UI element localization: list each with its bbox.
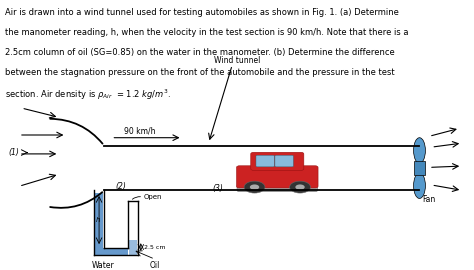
FancyBboxPatch shape bbox=[237, 166, 318, 188]
Bar bbox=[129, 240, 137, 255]
Text: Open: Open bbox=[143, 194, 162, 200]
Bar bbox=[414, 161, 425, 175]
FancyBboxPatch shape bbox=[256, 155, 274, 167]
Text: Oil: Oil bbox=[150, 261, 160, 269]
Text: Wind tunnel: Wind tunnel bbox=[214, 56, 260, 65]
Text: (2): (2) bbox=[116, 182, 126, 191]
Text: section. Air density is $\rho_{Air}$  = 1.2 $kg/m^3$.: section. Air density is $\rho_{Air}$ = 1… bbox=[5, 88, 171, 102]
Text: Fan: Fan bbox=[422, 195, 436, 204]
Text: 90 km/h: 90 km/h bbox=[124, 126, 155, 136]
Ellipse shape bbox=[413, 138, 426, 163]
Bar bbox=[95, 193, 103, 255]
Circle shape bbox=[250, 184, 259, 190]
Text: (1): (1) bbox=[9, 148, 19, 157]
Text: the manometer reading, h, when the velocity in the test section is 90 km/h. Note: the manometer reading, h, when the veloc… bbox=[5, 28, 408, 37]
Bar bbox=[94, 248, 128, 255]
Circle shape bbox=[290, 181, 310, 193]
Text: 2.5 cm: 2.5 cm bbox=[144, 245, 165, 250]
Text: Water: Water bbox=[91, 261, 114, 269]
FancyBboxPatch shape bbox=[275, 155, 293, 167]
Text: between the stagnation pressure on the front of the automobile and the pressure : between the stagnation pressure on the f… bbox=[5, 68, 394, 77]
Text: h: h bbox=[96, 217, 100, 223]
FancyBboxPatch shape bbox=[251, 152, 304, 170]
Ellipse shape bbox=[413, 173, 426, 198]
Circle shape bbox=[295, 184, 305, 190]
Text: Air is drawn into a wind tunnel used for testing automobiles as shown in Fig. 1.: Air is drawn into a wind tunnel used for… bbox=[5, 8, 399, 17]
FancyBboxPatch shape bbox=[237, 184, 318, 192]
Circle shape bbox=[244, 181, 265, 193]
Text: 2.5cm column of oil (SG=0.85) on the water in the manometer. (b) Determine the d: 2.5cm column of oil (SG=0.85) on the wat… bbox=[5, 48, 394, 57]
Text: (3): (3) bbox=[213, 184, 223, 194]
